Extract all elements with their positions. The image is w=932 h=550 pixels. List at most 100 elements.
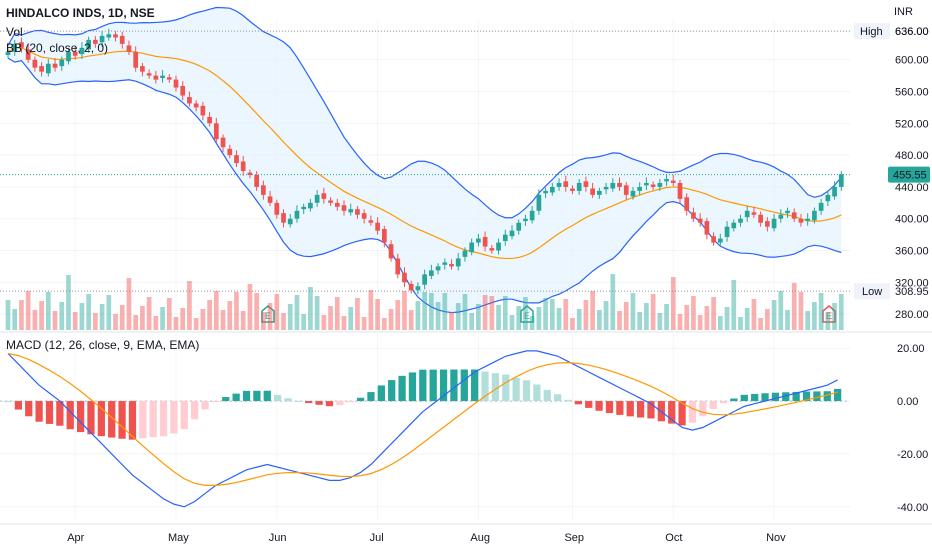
time-tick-label: Aug xyxy=(470,532,490,544)
candle-body xyxy=(778,214,784,219)
candle-body xyxy=(415,286,421,291)
macd-histogram-bar xyxy=(834,388,842,402)
macd-histogram-bar xyxy=(751,393,759,402)
price-tick-label: 520.00 xyxy=(895,118,929,130)
volume-bar xyxy=(348,307,354,330)
candle-body xyxy=(617,182,622,187)
volume-bar xyxy=(704,306,710,330)
earnings-label: E xyxy=(265,311,271,321)
volume-bar xyxy=(697,315,703,330)
macd-histogram-bar xyxy=(554,394,562,402)
candle-body xyxy=(388,244,394,259)
macd-histogram-bar xyxy=(678,401,686,426)
candle-body xyxy=(32,59,38,68)
volume-bar xyxy=(79,303,85,330)
candle-body xyxy=(308,202,313,209)
macd-histogram-bar xyxy=(823,391,831,402)
volume-bar xyxy=(597,310,602,330)
volume-bar xyxy=(287,304,293,330)
volume-bar xyxy=(415,301,421,330)
candle-body xyxy=(429,270,434,276)
volume-bar xyxy=(207,300,212,330)
volume-bar xyxy=(422,292,427,330)
volume-bar xyxy=(610,274,616,330)
volume-bar xyxy=(791,283,797,330)
macd-histogram-bar xyxy=(813,391,821,402)
macd-histogram-bar xyxy=(263,390,271,402)
candle-body xyxy=(576,182,582,191)
volume-bar xyxy=(670,277,676,330)
macd-tick-label: 20.00 xyxy=(897,343,925,355)
volume-bar xyxy=(590,291,595,330)
volume-bar xyxy=(294,295,300,330)
candle-body xyxy=(294,210,300,219)
macd-pane[interactable] xyxy=(4,350,842,508)
candle-body xyxy=(791,212,797,219)
bb-label: BB (20, close, 2, 0) xyxy=(6,41,109,55)
macd-histogram-bar xyxy=(315,401,323,405)
volume-bar xyxy=(261,312,266,330)
volume-bar xyxy=(543,298,548,330)
volume-bar xyxy=(563,299,569,330)
price-tick-label: 560.00 xyxy=(895,87,929,99)
macd-histogram-bar xyxy=(730,398,738,402)
volume-bar xyxy=(462,294,468,330)
volume-bar xyxy=(52,311,58,330)
candle-body xyxy=(697,218,703,223)
macd-histogram-bar xyxy=(76,401,85,433)
volume-bar xyxy=(173,317,179,330)
volume-bar xyxy=(240,311,246,330)
macd-histogram-bar xyxy=(128,401,137,440)
macd-histogram-bar xyxy=(201,401,209,410)
volume-bar xyxy=(193,318,199,330)
candle-body xyxy=(153,75,159,80)
volume-bar xyxy=(213,291,219,330)
candle-body xyxy=(670,180,676,183)
macd-histogram-bar xyxy=(66,401,74,430)
candle-body xyxy=(348,209,354,213)
volume-bar xyxy=(455,303,461,330)
candle-body xyxy=(25,49,31,60)
macd-histogram-bar xyxy=(564,399,572,402)
volume-bar xyxy=(717,316,723,330)
volume-bar xyxy=(39,301,44,330)
macd-histogram-bar xyxy=(782,392,790,402)
candle-body xyxy=(39,66,44,72)
earnings-label: E xyxy=(524,311,530,321)
macd-tick-label: -20.00 xyxy=(897,449,928,461)
candle-body xyxy=(79,47,85,55)
macd-histogram-bar xyxy=(35,401,43,422)
candle-body xyxy=(281,213,286,223)
volume-bar xyxy=(751,299,757,330)
volume-bar xyxy=(314,296,320,330)
volume-bar xyxy=(805,311,811,330)
axes: 636.00 600.00 560.00 520.00 480.00 440.00 400.… xyxy=(67,23,930,544)
macd-histogram-bar xyxy=(740,394,748,402)
candle-body xyxy=(711,236,716,243)
volume-bar xyxy=(570,318,575,330)
candle-body xyxy=(187,97,192,104)
volume-bar xyxy=(744,308,750,330)
volume-bar xyxy=(650,294,656,330)
macd-histogram-bar xyxy=(471,369,479,402)
volume-bar xyxy=(321,315,327,330)
volume-bar xyxy=(583,300,589,330)
candle-body xyxy=(267,196,273,203)
macd-histogram-bar xyxy=(439,369,448,402)
high-value: 636.00 xyxy=(895,26,929,38)
macd-histogram-bar xyxy=(336,401,344,406)
candle-body xyxy=(19,42,24,48)
volume-bar xyxy=(274,294,280,330)
volume-bar xyxy=(724,307,730,330)
macd-histogram-bar xyxy=(668,401,676,424)
candle-body xyxy=(274,202,280,215)
volume-bar xyxy=(644,303,649,330)
candle-body xyxy=(334,202,340,207)
volume-bar xyxy=(523,297,528,330)
volume-bar xyxy=(556,308,562,330)
candle-body xyxy=(496,242,501,251)
candle-body xyxy=(583,181,589,187)
price-tick-label: 400.00 xyxy=(895,214,929,226)
